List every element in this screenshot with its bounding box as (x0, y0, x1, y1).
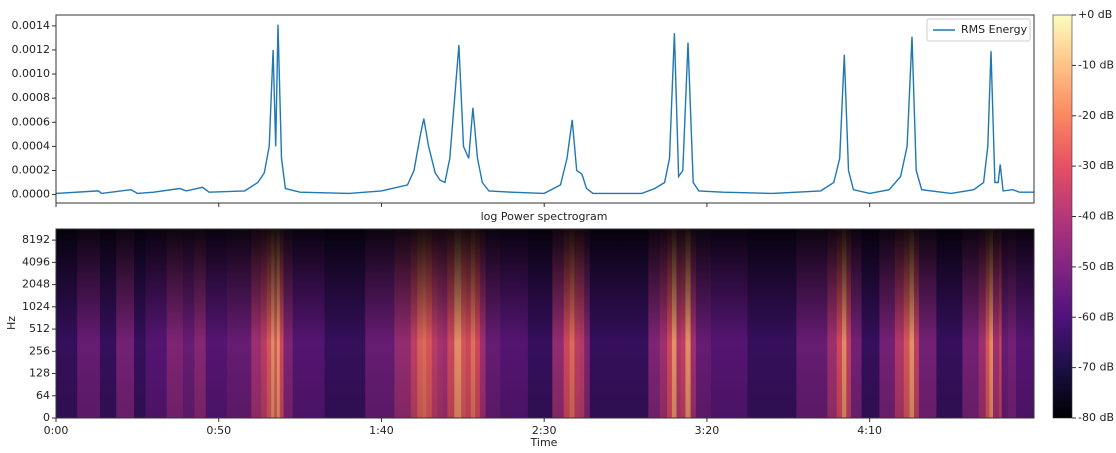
x-tick-label: 0:00 (44, 424, 69, 437)
colorbar-tick-label: -30 dB (1078, 159, 1114, 172)
spectrogram-title: log Power spectrogram (481, 210, 608, 223)
colorbar-tick-label: -80 dB (1078, 411, 1114, 424)
colorbar (1052, 14, 1073, 419)
y-tick-label: 64 (36, 389, 50, 402)
spectrogram-shade (56, 229, 1034, 418)
y-tick-label: 0.0012 (12, 43, 51, 56)
y-tick-label: 128 (29, 367, 50, 380)
colorbar-tick-label: -10 dB (1078, 58, 1114, 71)
y-tick-label: 0.0010 (12, 67, 51, 80)
y-tick-label: 0.0000 (12, 188, 51, 201)
legend-label: RMS Energy (961, 23, 1028, 36)
plot-frame (55, 228, 1035, 419)
y-tick-label: 8192 (22, 233, 50, 246)
y-tick-label: 4096 (22, 255, 50, 268)
x-tick-label: 4:10 (857, 424, 882, 437)
y-tick-label: 0.0004 (12, 139, 51, 152)
rms-line (55, 24, 1034, 195)
plots: 0.0000 0.0002 0.0004 0.0006 0.0008 0.0010 0.00… (12, 8, 1115, 437)
y-axis-label: Hz (5, 316, 18, 330)
y-tick-label: 1024 (22, 300, 50, 313)
x-tick-label: 2:30 (532, 424, 557, 437)
x-tick-label: 3:20 (695, 424, 720, 437)
colorbar-tick-label: -60 dB (1078, 310, 1114, 323)
y-tick-label: 0.0008 (12, 91, 51, 104)
legend-box (926, 18, 1031, 42)
plot-frame (55, 14, 1035, 204)
y-tick-label: 2048 (22, 278, 50, 291)
y-tick-label: 0.0002 (12, 163, 51, 176)
x-tick-label: 0:50 (206, 424, 231, 437)
y-tick-label: 256 (29, 344, 50, 357)
colorbar-tick-label: -70 dB (1078, 361, 1114, 374)
y-tick-label: 512 (29, 322, 50, 335)
y-tick-label: 0 (43, 411, 50, 424)
colorbar-tick-label: +0 dB (1078, 8, 1112, 21)
y-tick-label: 0.0014 (12, 19, 51, 32)
x-tick-label: 1:40 (369, 424, 394, 437)
x-axis-label: Time (530, 436, 558, 449)
colorbar-tick-label: -50 dB (1078, 260, 1114, 273)
colorbar-tick-label: -40 dB (1078, 210, 1114, 223)
y-tick-label: 0.0006 (12, 115, 51, 128)
colorbar-tick-label: -20 dB (1078, 109, 1114, 122)
